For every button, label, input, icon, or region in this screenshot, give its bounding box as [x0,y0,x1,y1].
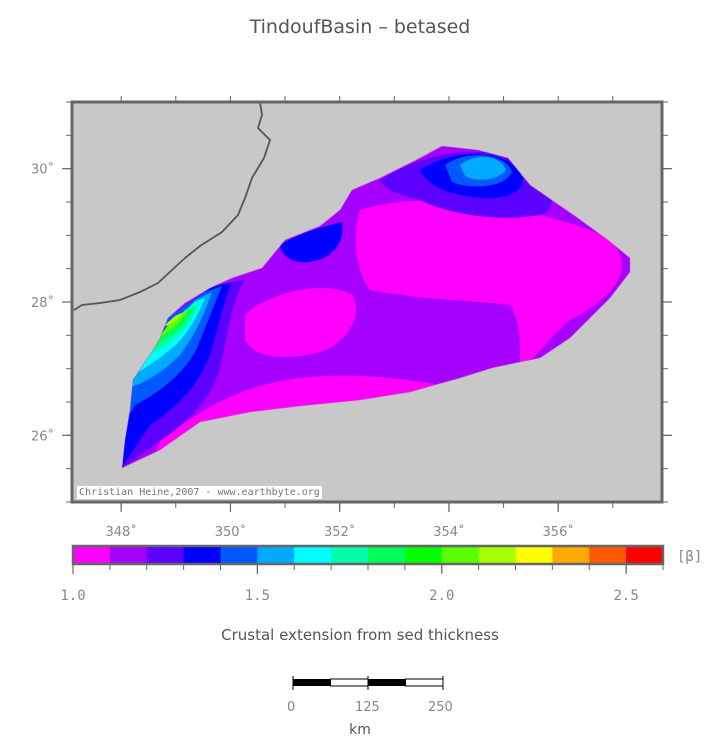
colorbar-swatch [552,546,590,564]
colorbar-swatch [73,546,111,564]
colorbar-swatch [220,546,258,564]
colorbar-swatch [626,546,664,564]
colorbar-swatch [515,546,553,564]
scalebar-label-0: 0 [287,700,296,715]
credit-text: Christian Heine,2007 - www.earthbyte.org [77,486,322,499]
colorbar-swatch [294,546,332,564]
colorbar-unit-label: [β] [677,549,702,565]
colorbar-swatch [109,546,148,564]
map-axis-ticks: 348˚ 350˚ 352˚ 354˚ 356˚ 30˚ 28˚ 26˚ [31,96,672,540]
coastline [73,101,272,311]
lon-tick-label: 348˚ [106,524,137,540]
colorbar-frame [71,544,665,566]
scalebar-label-125: 125 [355,700,380,715]
colorbar-swatch [589,546,627,564]
scalebar-unit: km [349,722,371,738]
lat-tick-label: 30˚ [31,162,54,178]
colorbar-tick-label: 1.5 [245,588,270,604]
colorbar-swatch [478,546,516,564]
lon-tick-label: 356˚ [543,524,574,540]
lon-tick-label: 350˚ [215,524,246,540]
lat-tick-label: 28˚ [31,295,54,311]
colorbar-swatch [183,546,221,564]
colorbar-tick-label: 2.5 [613,588,638,604]
colorbar-swatch [441,546,480,564]
colorbar: 1.0 1.5 2.0 2.5 [β] [60,544,702,604]
colorbar-swatch [257,546,295,564]
colorbar-caption: Crustal extension from sed thickness [221,626,499,644]
colorbar-swatch [146,546,185,564]
scalebar [292,676,444,690]
colorbar-swatch [368,546,406,564]
lon-tick-label: 354˚ [433,524,464,540]
colorbar-swatch [404,546,443,564]
basin-outline [121,145,631,469]
colorbar-tick-label: 2.0 [429,588,454,604]
colorbar-swatch [331,546,369,564]
colorbar-tick-label: 1.0 [60,588,85,604]
lat-tick-label: 26˚ [31,428,54,444]
page-title: TindoufBasin – betased [249,16,471,38]
scalebar-label-250: 250 [428,700,453,715]
lon-tick-label: 352˚ [324,524,355,540]
